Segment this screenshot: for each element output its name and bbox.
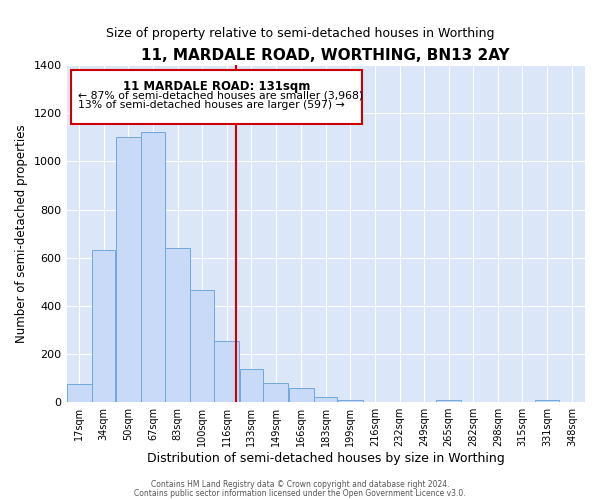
- Title: 11, MARDALE ROAD, WORTHING, BN13 2AY: 11, MARDALE ROAD, WORTHING, BN13 2AY: [142, 48, 510, 62]
- Text: Size of property relative to semi-detached houses in Worthing: Size of property relative to semi-detach…: [106, 28, 494, 40]
- Text: Contains HM Land Registry data © Crown copyright and database right 2024.: Contains HM Land Registry data © Crown c…: [151, 480, 449, 489]
- Bar: [263, 384, 288, 402]
- Bar: [165, 248, 190, 402]
- Bar: [190, 290, 214, 402]
- Bar: [338, 400, 363, 402]
- Bar: [92, 250, 115, 402]
- Text: ← 87% of semi-detached houses are smaller (3,968): ← 87% of semi-detached houses are smalle…: [79, 90, 364, 101]
- Bar: [141, 132, 164, 402]
- Bar: [314, 398, 337, 402]
- Text: 11 MARDALE ROAD: 131sqm: 11 MARDALE ROAD: 131sqm: [122, 80, 310, 92]
- Bar: [67, 384, 92, 402]
- Bar: [214, 341, 239, 402]
- Bar: [535, 400, 559, 402]
- Bar: [436, 400, 461, 402]
- Y-axis label: Number of semi-detached properties: Number of semi-detached properties: [15, 124, 28, 343]
- Bar: [239, 369, 263, 402]
- Bar: [116, 138, 141, 402]
- Text: 13% of semi-detached houses are larger (597) →: 13% of semi-detached houses are larger (…: [79, 100, 345, 110]
- FancyBboxPatch shape: [71, 70, 362, 124]
- X-axis label: Distribution of semi-detached houses by size in Worthing: Distribution of semi-detached houses by …: [147, 452, 505, 465]
- Text: Contains public sector information licensed under the Open Government Licence v3: Contains public sector information licen…: [134, 488, 466, 498]
- Bar: [289, 388, 314, 402]
